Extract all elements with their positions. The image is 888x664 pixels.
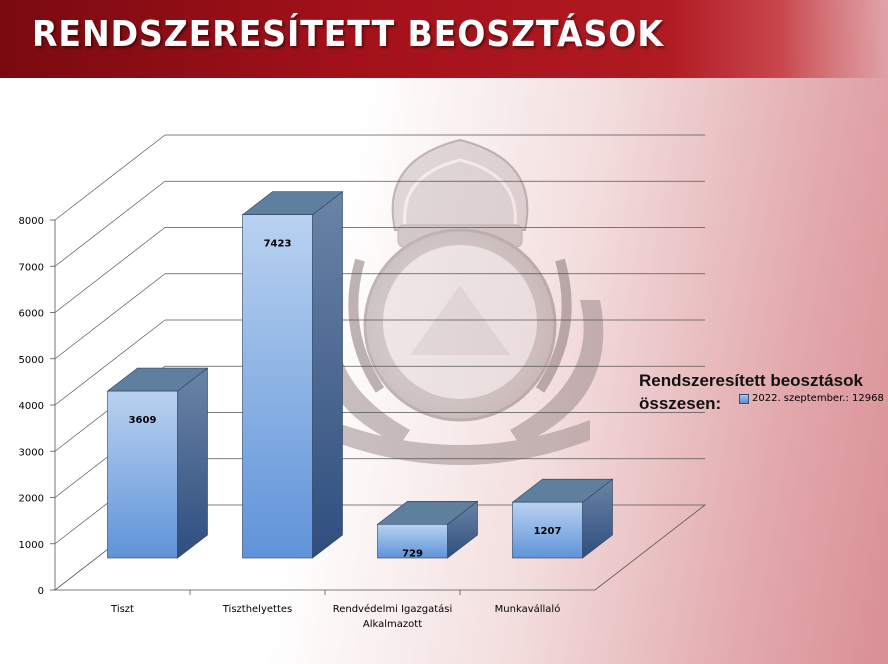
fire-service-emblem	[316, 138, 604, 465]
x-tick-label-line: Alkalmazott	[363, 619, 422, 630]
y-tick-label: 7000	[19, 262, 44, 273]
bar-2: 7423	[241, 191, 344, 559]
data-label: 7423	[264, 239, 292, 250]
x-tick-label: Tiszthelyettes	[222, 604, 293, 615]
y-tick-label: 6000	[19, 309, 44, 320]
legend-swatch	[739, 393, 749, 404]
y-axis: 0 1000 2000 3000 4000 5000 6000 7000 8000	[19, 216, 55, 597]
gridline-diagonal	[54, 180, 166, 267]
data-label: 729	[402, 548, 423, 559]
bar-side	[177, 367, 208, 559]
y-tick-label: 8000	[19, 216, 44, 227]
title-bar: RENDSZERESÍTETT BEOSZTÁSOK	[0, 0, 888, 78]
bar-side	[312, 191, 343, 559]
bar-front	[107, 390, 178, 559]
data-label: 1207	[534, 526, 562, 537]
legend-title: Rendszeresített beosztások összesen:	[639, 371, 863, 413]
y-tick-label: 0	[38, 586, 44, 597]
x-tick-label: Rendvédelmi Igazgatási Alkalmazott	[333, 603, 453, 630]
gridline-diagonal	[54, 319, 166, 406]
gridline-diagonal	[54, 134, 166, 221]
y-tick-label: 4000	[19, 401, 44, 412]
bars: 3609 7423 729 1207	[106, 191, 614, 559]
legend-label: 2022. szeptember.: 12968	[752, 393, 884, 404]
bar-front	[377, 523, 448, 559]
gridline-diagonal	[54, 273, 166, 360]
y-tick-label: 5000	[19, 355, 44, 366]
x-axis: Tiszt Tiszthelyettes Rendvédelmi Igazgatás…	[110, 590, 560, 630]
y-tick-label: 2000	[19, 494, 44, 505]
x-tick-label-line: Rendvédelmi Igazgatási	[333, 603, 453, 615]
gridline-diagonal	[54, 227, 166, 313]
bar-front	[512, 501, 583, 559]
y-tick-label: 3000	[19, 447, 44, 458]
page-title: RENDSZERESÍTETT BEOSZTÁSOK	[32, 14, 664, 55]
bar-3: 729	[376, 500, 479, 559]
x-tick-label: Munkavállaló	[495, 603, 561, 615]
x-tick-label: Tiszt	[110, 604, 134, 615]
bar-4: 1207	[511, 478, 614, 559]
bar-front	[242, 214, 313, 559]
y-tick-label: 1000	[19, 540, 44, 551]
legend-entry: 2022. szeptember.: 12968	[739, 393, 884, 404]
bar-1: 3609	[106, 367, 209, 559]
data-label: 3609	[129, 415, 157, 426]
